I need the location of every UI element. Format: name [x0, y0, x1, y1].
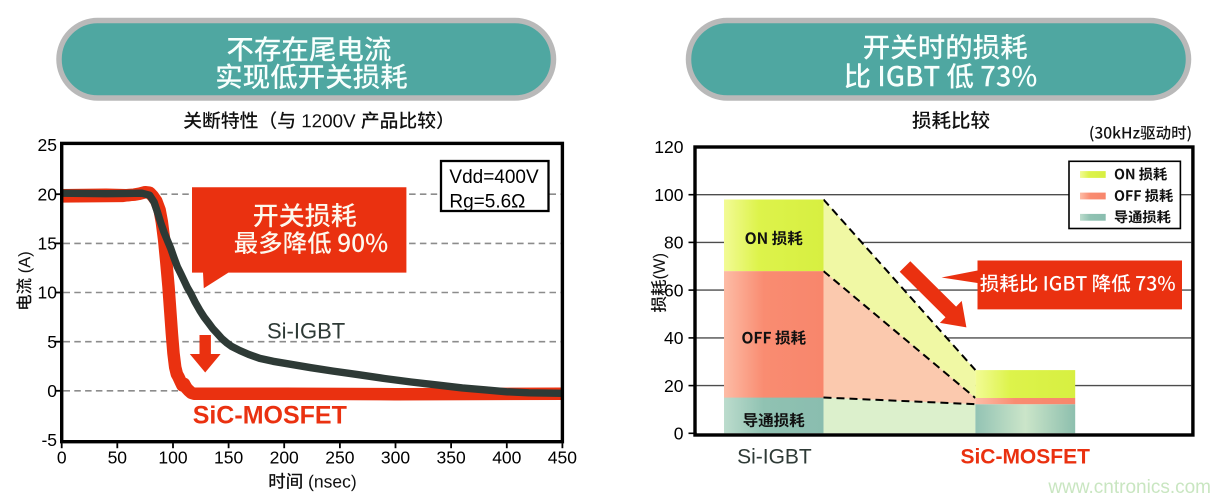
svg-text:www.cntronics.com: www.cntronics.com: [1047, 477, 1211, 498]
svg-text:100: 100: [158, 447, 187, 467]
svg-text:20: 20: [664, 376, 684, 396]
svg-text:10: 10: [38, 283, 58, 303]
svg-text:350: 350: [436, 447, 465, 467]
svg-text:200: 200: [270, 447, 299, 467]
svg-text:60: 60: [664, 280, 684, 300]
svg-text:Rg=5.6Ω: Rg=5.6Ω: [449, 192, 525, 213]
svg-text:120: 120: [654, 137, 683, 157]
svg-text:0: 0: [674, 424, 684, 444]
svg-text:100: 100: [654, 185, 683, 205]
svg-text:50: 50: [108, 447, 128, 467]
svg-text:0: 0: [57, 447, 67, 467]
svg-text:300: 300: [381, 447, 410, 467]
svg-text:400: 400: [492, 447, 521, 467]
svg-text:Si-IGBT: Si-IGBT: [737, 446, 812, 469]
svg-text:-5: -5: [41, 430, 57, 450]
svg-text:20: 20: [38, 184, 58, 204]
svg-text:15: 15: [38, 234, 57, 254]
svg-text:250: 250: [325, 447, 354, 467]
svg-text:5: 5: [47, 332, 57, 352]
svg-text:SiC-MOSFET: SiC-MOSFET: [960, 446, 1090, 469]
svg-text:Vdd=400V: Vdd=400V: [449, 167, 539, 188]
svg-text:25: 25: [38, 135, 57, 155]
svg-text:150: 150: [214, 447, 243, 467]
svg-text:0: 0: [47, 381, 57, 401]
svg-text:SiC-MOSFET: SiC-MOSFET: [193, 402, 347, 430]
svg-text:Si-IGBT: Si-IGBT: [267, 319, 345, 344]
svg-text:450: 450: [548, 447, 577, 467]
svg-text:80: 80: [664, 233, 684, 253]
svg-text:40: 40: [664, 328, 684, 348]
